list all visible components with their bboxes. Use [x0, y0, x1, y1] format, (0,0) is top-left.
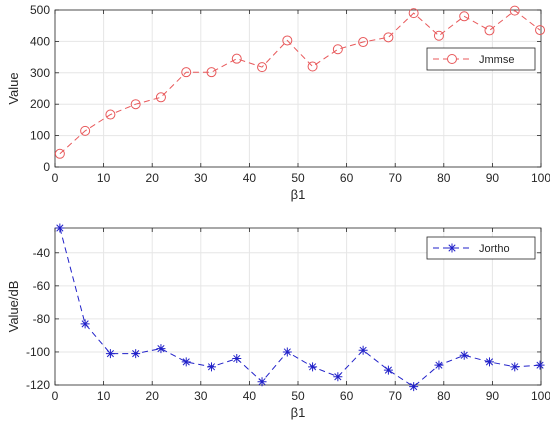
legend-marker — [447, 54, 457, 64]
x-tick-label: 0 — [52, 171, 59, 185]
x-tick-label: 30 — [194, 389, 208, 403]
data-point — [156, 344, 166, 354]
x-tick-label: 30 — [194, 171, 208, 185]
y-tick-label: -80 — [33, 312, 51, 326]
data-point — [105, 349, 115, 359]
y-tick-label: 500 — [30, 3, 50, 17]
data-point — [55, 223, 65, 233]
data-point — [459, 11, 470, 22]
x-tick-label: 50 — [291, 171, 305, 185]
data-point — [383, 365, 393, 375]
y-tick-label: 100 — [30, 129, 50, 143]
data-point — [509, 5, 520, 16]
legend: Jmmse — [426, 47, 536, 71]
x-tick-label: 20 — [146, 171, 160, 185]
data-point — [105, 109, 116, 120]
y-tick-label: -60 — [33, 279, 51, 293]
data-point — [231, 53, 242, 64]
data-point — [433, 30, 444, 41]
x-tick-label: 50 — [291, 389, 305, 403]
x-tick-label: 40 — [243, 389, 257, 403]
y-tick-label: 0 — [43, 160, 50, 174]
y-tick-label: -100 — [26, 345, 50, 359]
x-tick-label: 60 — [340, 389, 354, 403]
data-point — [332, 44, 343, 55]
data-point — [232, 354, 242, 364]
data-point — [358, 37, 369, 48]
data-point — [181, 357, 191, 367]
data-point — [282, 347, 292, 357]
data-point — [80, 125, 91, 136]
data-point — [409, 382, 419, 392]
data-point — [131, 349, 141, 359]
data-point — [408, 8, 419, 19]
x-tick-label: 90 — [486, 171, 500, 185]
data-point — [282, 35, 293, 46]
y-tick-label: 200 — [30, 97, 50, 111]
data-point — [484, 357, 494, 367]
x-tick-label: 80 — [437, 171, 451, 185]
x-tick-label: 10 — [97, 389, 111, 403]
y-tick-label: -40 — [33, 246, 51, 260]
x-tick-label: 10 — [97, 171, 111, 185]
data-point — [257, 377, 267, 387]
x-tick-label: 0 — [52, 389, 59, 403]
y-tick-label: 300 — [30, 66, 50, 80]
data-point — [510, 362, 520, 372]
data-point — [535, 25, 546, 36]
data-point — [308, 362, 318, 372]
data-point — [459, 350, 469, 360]
data-point — [484, 25, 495, 36]
data-point — [206, 362, 216, 372]
legend-marker — [447, 243, 457, 253]
x-tick-label: 70 — [389, 171, 403, 185]
x-tick-label: 100 — [531, 171, 550, 185]
data-point — [434, 360, 444, 370]
data-point — [155, 92, 166, 103]
data-point — [333, 372, 343, 382]
x-tick-label: 80 — [437, 389, 451, 403]
legend: Jortho — [426, 236, 536, 260]
data-point — [80, 319, 90, 329]
data-point — [206, 67, 217, 78]
x-tick-label: 40 — [243, 171, 257, 185]
x-axis-label: β1 — [291, 405, 306, 420]
x-tick-label: 20 — [146, 389, 160, 403]
x-tick-label: 70 — [389, 389, 403, 403]
data-point — [383, 32, 394, 43]
chart-panel-1: 0 10 20 30 40 50 60 70 80 90 100 0 100 200 300 400 500 β1… — [6, 3, 550, 202]
data-point — [257, 62, 268, 73]
y-tick-label: 400 — [30, 34, 50, 48]
data-point — [54, 148, 65, 159]
data-point — [181, 67, 192, 78]
y-axis-label: Value/dB — [6, 281, 21, 333]
x-tick-label: 90 — [486, 389, 500, 403]
legend-label: Jmmse — [479, 54, 514, 66]
legend-label: Jortho — [479, 243, 510, 255]
x-tick-label: 60 — [340, 171, 354, 185]
x-tick-label: 100 — [531, 389, 550, 403]
legend-box — [426, 47, 536, 71]
data-point — [307, 61, 318, 72]
data-point — [535, 360, 545, 370]
y-axis-label: Value — [6, 72, 21, 104]
x-axis-label: β1 — [291, 187, 306, 202]
series-line-Jortho — [59, 227, 541, 388]
data-point — [358, 345, 368, 355]
chart-panel-2: 0 10 20 30 40 50 60 70 80 90 100 -40 -60 -80 -100 -120 β… — [6, 223, 550, 420]
legend-box — [426, 236, 536, 260]
data-point — [130, 99, 141, 110]
y-tick-label: -120 — [26, 378, 50, 392]
